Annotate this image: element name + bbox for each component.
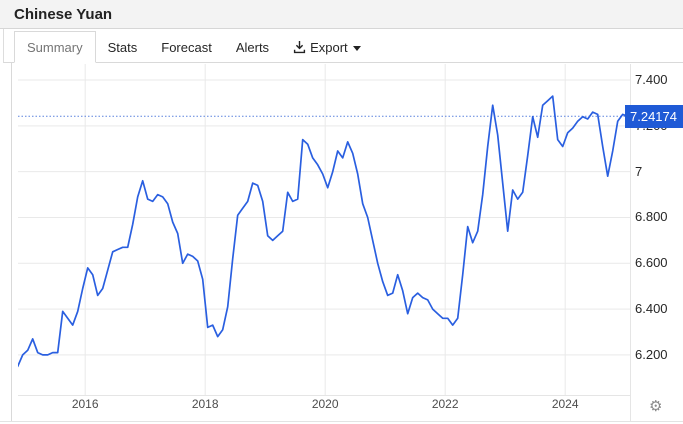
tab-summary-label: Summary [27,39,83,55]
y-axis-label: 6.400 [635,301,668,317]
price-line [18,95,629,368]
current-price-value: 7.24174 [630,109,677,124]
title-bar: Chinese Yuan [0,0,683,29]
tab-forecast[interactable]: Forecast [149,31,224,63]
x-axis-label: 2024 [551,397,579,411]
gear-icon[interactable]: ⚙ [649,398,663,415]
tab-alerts-label: Alerts [235,39,270,55]
widget-bottom-border [0,421,683,422]
current-price-flag: 7.24174 [625,105,683,128]
y-axis-label: 7.400 [635,72,668,88]
tab-export-label: Export [310,39,348,55]
x-axis-label: 2018 [191,397,219,411]
caret-down-icon [352,45,361,51]
y-axis-label: 6.800 [635,209,668,225]
x-axis-label: 2022 [431,397,459,411]
y-axis-label: 6.200 [635,346,668,362]
plot-area[interactable] [18,64,631,396]
tab-summary[interactable]: Summary [14,31,96,63]
tab-stats-label: Stats [107,39,138,55]
price-line-chart [18,64,630,395]
tab-bar: Summary Stats Forecast Alerts Export [3,29,683,63]
tab-stats[interactable]: Stats [96,31,150,63]
x-axis-label: 2020 [311,397,339,411]
y-axis-label: 6.600 [635,255,668,271]
tab-export[interactable]: Export [281,31,373,63]
x-axis-label: 2016 [71,397,99,411]
download-icon [293,41,306,54]
y-axis-label: 7 [635,163,643,179]
axis-line-extension [630,395,631,421]
tab-alerts[interactable]: Alerts [224,31,281,63]
tab-forecast-label: Forecast [161,39,212,55]
page-title: Chinese Yuan [14,5,113,23]
